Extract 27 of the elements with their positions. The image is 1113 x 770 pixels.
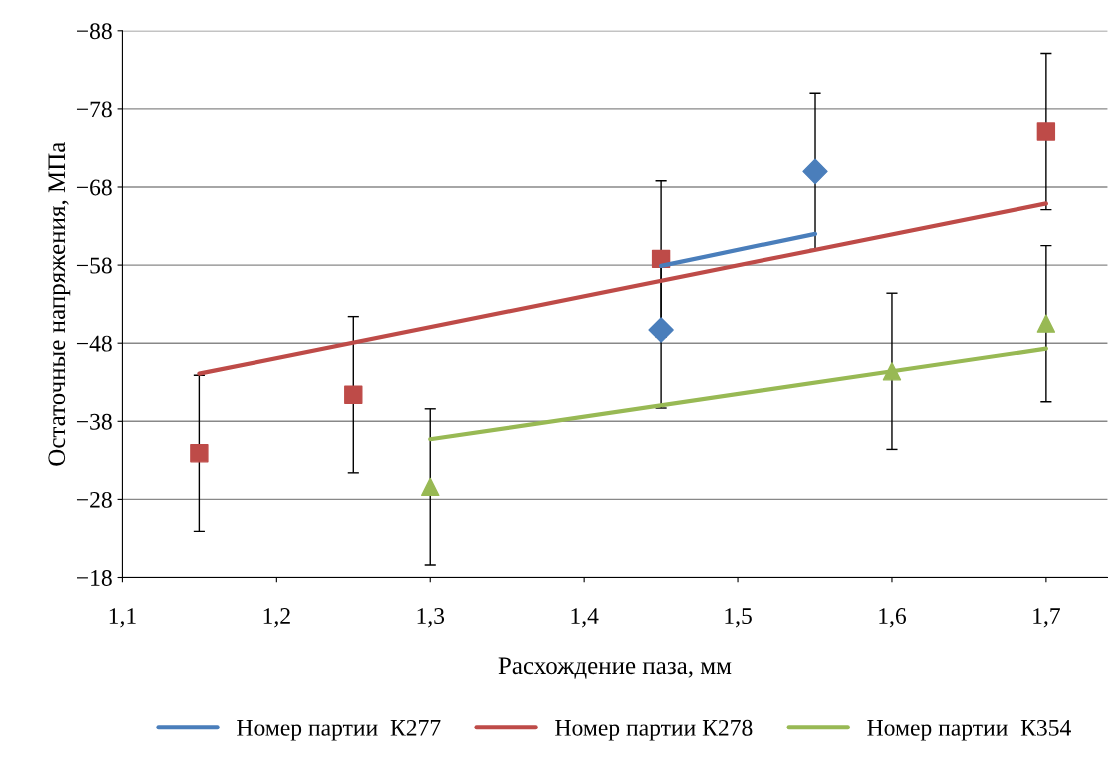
point <box>190 444 209 463</box>
x-tick-label: 1,7 <box>1033 608 1060 628</box>
y-tick-label: −58 <box>76 257 112 274</box>
x-tick-label: 1,4 <box>571 608 599 628</box>
x-tick-label: 1,3 <box>417 608 445 628</box>
point <box>648 317 674 343</box>
x-tick-label: 1,5 <box>725 608 752 628</box>
x-axis-title: Расхождение паза, мм <box>498 657 732 679</box>
y-tick-label: −38 <box>76 413 112 430</box>
point <box>1036 122 1056 141</box>
point <box>421 477 440 497</box>
y-tick-label: −28 <box>76 491 112 508</box>
point <box>344 385 363 404</box>
y-tick-label: −18 <box>76 569 112 586</box>
legend-label: Номер партии К278 <box>555 719 753 741</box>
x-tick-label: 1,2 <box>263 608 290 628</box>
legend-label: Номер партии К354 <box>867 719 1071 741</box>
point <box>802 158 828 185</box>
y-tick-label: −48 <box>76 335 112 352</box>
point <box>1036 314 1056 333</box>
y-axis-title: Остаточные напряжения, МПа <box>48 141 71 466</box>
y-tick-label: −78 <box>76 101 112 118</box>
y-tick-label: −68 <box>76 179 112 196</box>
legend-label: Номер партии К277 <box>237 719 441 741</box>
x-tick-label: 1,6 <box>879 608 907 628</box>
y-tick-label: −88 <box>76 23 112 40</box>
x-tick-label: 1,1 <box>109 608 136 628</box>
